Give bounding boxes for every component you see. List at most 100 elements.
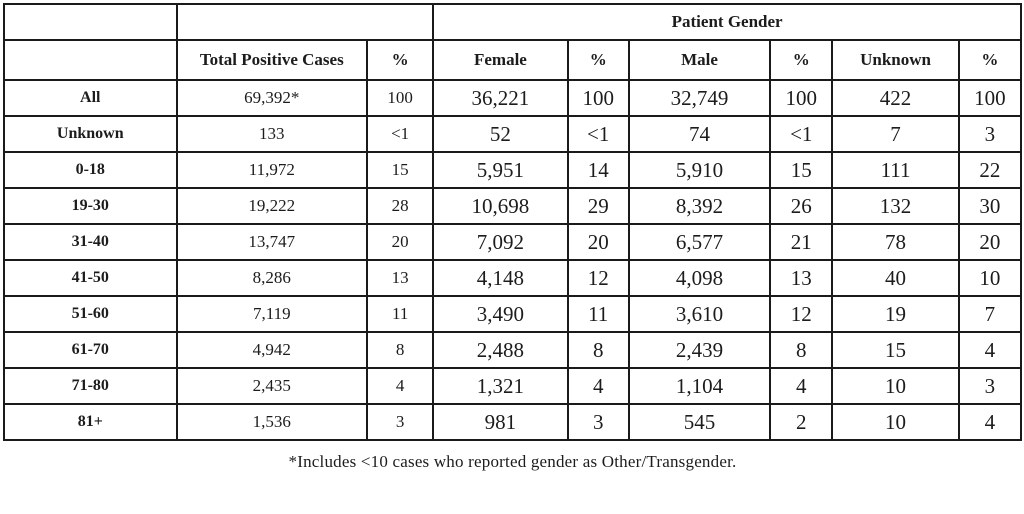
cell-total-pct: 11 [366, 295, 435, 333]
spacer-cell [175, 3, 435, 41]
patient-gender-table: Patient Gender Total Positive Cases % Fe… [3, 3, 1023, 441]
cell-male: 3,610 [627, 295, 772, 333]
group-header-row: Patient Gender [3, 3, 1022, 41]
cell-total: 133 [175, 115, 369, 153]
cell-total: 69,392* [175, 79, 369, 117]
cell-unknown-pct: 4 [957, 331, 1023, 369]
cell-unknown: 10 [831, 367, 960, 405]
column-header-total-positive-cases: Total Positive Cases [175, 39, 369, 81]
table-row: 61-70 4,942 8 2,488 8 2,439 8 15 4 [3, 331, 1023, 369]
table-row: 31-40 13,747 20 7,092 20 6,577 21 78 20 [3, 223, 1023, 261]
table-row: 0-18 11,972 15 5,951 14 5,910 15 111 22 [3, 151, 1023, 189]
cell-label: 0-18 [3, 151, 178, 189]
cell-unknown-pct: 22 [957, 151, 1023, 189]
table-row: Unknown 133 <1 52 <1 74 <1 7 3 [3, 115, 1023, 153]
cell-unknown: 10 [831, 403, 960, 441]
cell-total: 11,972 [175, 151, 369, 189]
table-row: 41-50 8,286 13 4,148 12 4,098 13 40 10 [3, 259, 1023, 297]
cell-total-pct: 4 [366, 367, 435, 405]
cell-unknown: 111 [831, 151, 960, 189]
cell-unknown-pct: 30 [957, 187, 1023, 225]
cell-total-pct: 15 [366, 151, 435, 189]
cell-unknown: 78 [831, 223, 960, 261]
cell-total-pct: <1 [366, 115, 435, 153]
table-row: 81+ 1,536 3 981 3 545 2 10 4 [3, 403, 1023, 441]
cell-female: 981 [432, 403, 569, 441]
cell-total-pct: 100 [366, 79, 435, 117]
cell-male: 6,577 [627, 223, 772, 261]
cell-total: 19,222 [175, 187, 369, 225]
table-row: 51-60 7,119 11 3,490 11 3,610 12 19 7 [3, 295, 1023, 333]
footnote: *Includes <10 cases who reported gender … [288, 452, 737, 471]
patient-gender-group-header: Patient Gender [432, 3, 1022, 41]
cell-male-pct: 8 [769, 331, 834, 369]
column-header-unknown-pct: % [957, 39, 1023, 81]
cell-label: 51-60 [3, 295, 178, 333]
cell-female: 2,488 [432, 331, 569, 369]
cell-female-pct: 11 [566, 295, 630, 333]
cell-total-pct: 3 [366, 403, 435, 441]
cell-total: 1,536 [175, 403, 369, 441]
cell-female: 36,221 [432, 79, 569, 117]
cell-total: 4,942 [175, 331, 369, 369]
cell-male: 8,392 [627, 187, 772, 225]
table-row: 71-80 2,435 4 1,321 4 1,104 4 10 3 [3, 367, 1023, 405]
cell-male-pct: 15 [769, 151, 834, 189]
cell-label: All [3, 79, 178, 117]
cell-male-pct: 2 [769, 403, 834, 441]
cell-female-pct: <1 [566, 115, 630, 153]
cell-female-pct: 20 [566, 223, 630, 261]
cell-male: 1,104 [627, 367, 772, 405]
cell-female: 5,951 [432, 151, 569, 189]
cell-female-pct: 14 [566, 151, 630, 189]
corner-cell [3, 3, 178, 41]
cell-total-pct: 13 [366, 259, 435, 297]
column-header-male-pct: % [769, 39, 834, 81]
cell-unknown: 19 [831, 295, 960, 333]
cell-female-pct: 8 [566, 331, 630, 369]
column-header-female: Female [432, 39, 569, 81]
cell-male-pct: <1 [769, 115, 834, 153]
cell-female-pct: 100 [566, 79, 630, 117]
cell-male-pct: 21 [769, 223, 834, 261]
column-header-male: Male [627, 39, 772, 81]
cell-total: 13,747 [175, 223, 369, 261]
cell-total: 8,286 [175, 259, 369, 297]
cell-male: 74 [627, 115, 772, 153]
cell-label: 19-30 [3, 187, 178, 225]
cell-female-pct: 3 [566, 403, 630, 441]
cell-unknown-pct: 4 [957, 403, 1023, 441]
cell-label: Unknown [3, 115, 178, 153]
cell-label: 41-50 [3, 259, 178, 297]
column-header-row: Total Positive Cases % Female % Male % U… [3, 39, 1023, 81]
cell-male: 545 [627, 403, 772, 441]
table-body: All 69,392* 100 36,221 100 32,749 100 422 100 Unk… [3, 79, 1023, 441]
cell-unknown: 422 [831, 79, 960, 117]
cell-female: 10,698 [432, 187, 569, 225]
cell-label: 31-40 [3, 223, 178, 261]
cell-female: 52 [432, 115, 569, 153]
table-row: 19-30 19,222 28 10,698 29 8,392 26 132 30 [3, 187, 1023, 225]
table-row: All 69,392* 100 36,221 100 32,749 100 422 100 [3, 79, 1023, 117]
cell-male: 32,749 [627, 79, 772, 117]
column-header-unknown: Unknown [831, 39, 960, 81]
cell-male: 5,910 [627, 151, 772, 189]
cell-female: 1,321 [432, 367, 569, 405]
cell-female-pct: 4 [566, 367, 630, 405]
cell-total-pct: 20 [366, 223, 435, 261]
cell-female-pct: 12 [566, 259, 630, 297]
cell-male-pct: 26 [769, 187, 834, 225]
cell-unknown-pct: 3 [957, 367, 1023, 405]
cell-unknown: 7 [831, 115, 960, 153]
cell-unknown-pct: 3 [957, 115, 1023, 153]
cell-male-pct: 13 [769, 259, 834, 297]
cell-female: 7,092 [432, 223, 569, 261]
column-header-rowlabel [3, 39, 178, 81]
cell-unknown: 132 [831, 187, 960, 225]
cell-label: 71-80 [3, 367, 178, 405]
cell-male: 4,098 [627, 259, 772, 297]
cell-total-pct: 8 [366, 331, 435, 369]
cell-unknown-pct: 7 [957, 295, 1023, 333]
cell-unknown: 15 [831, 331, 960, 369]
cell-male-pct: 12 [769, 295, 834, 333]
